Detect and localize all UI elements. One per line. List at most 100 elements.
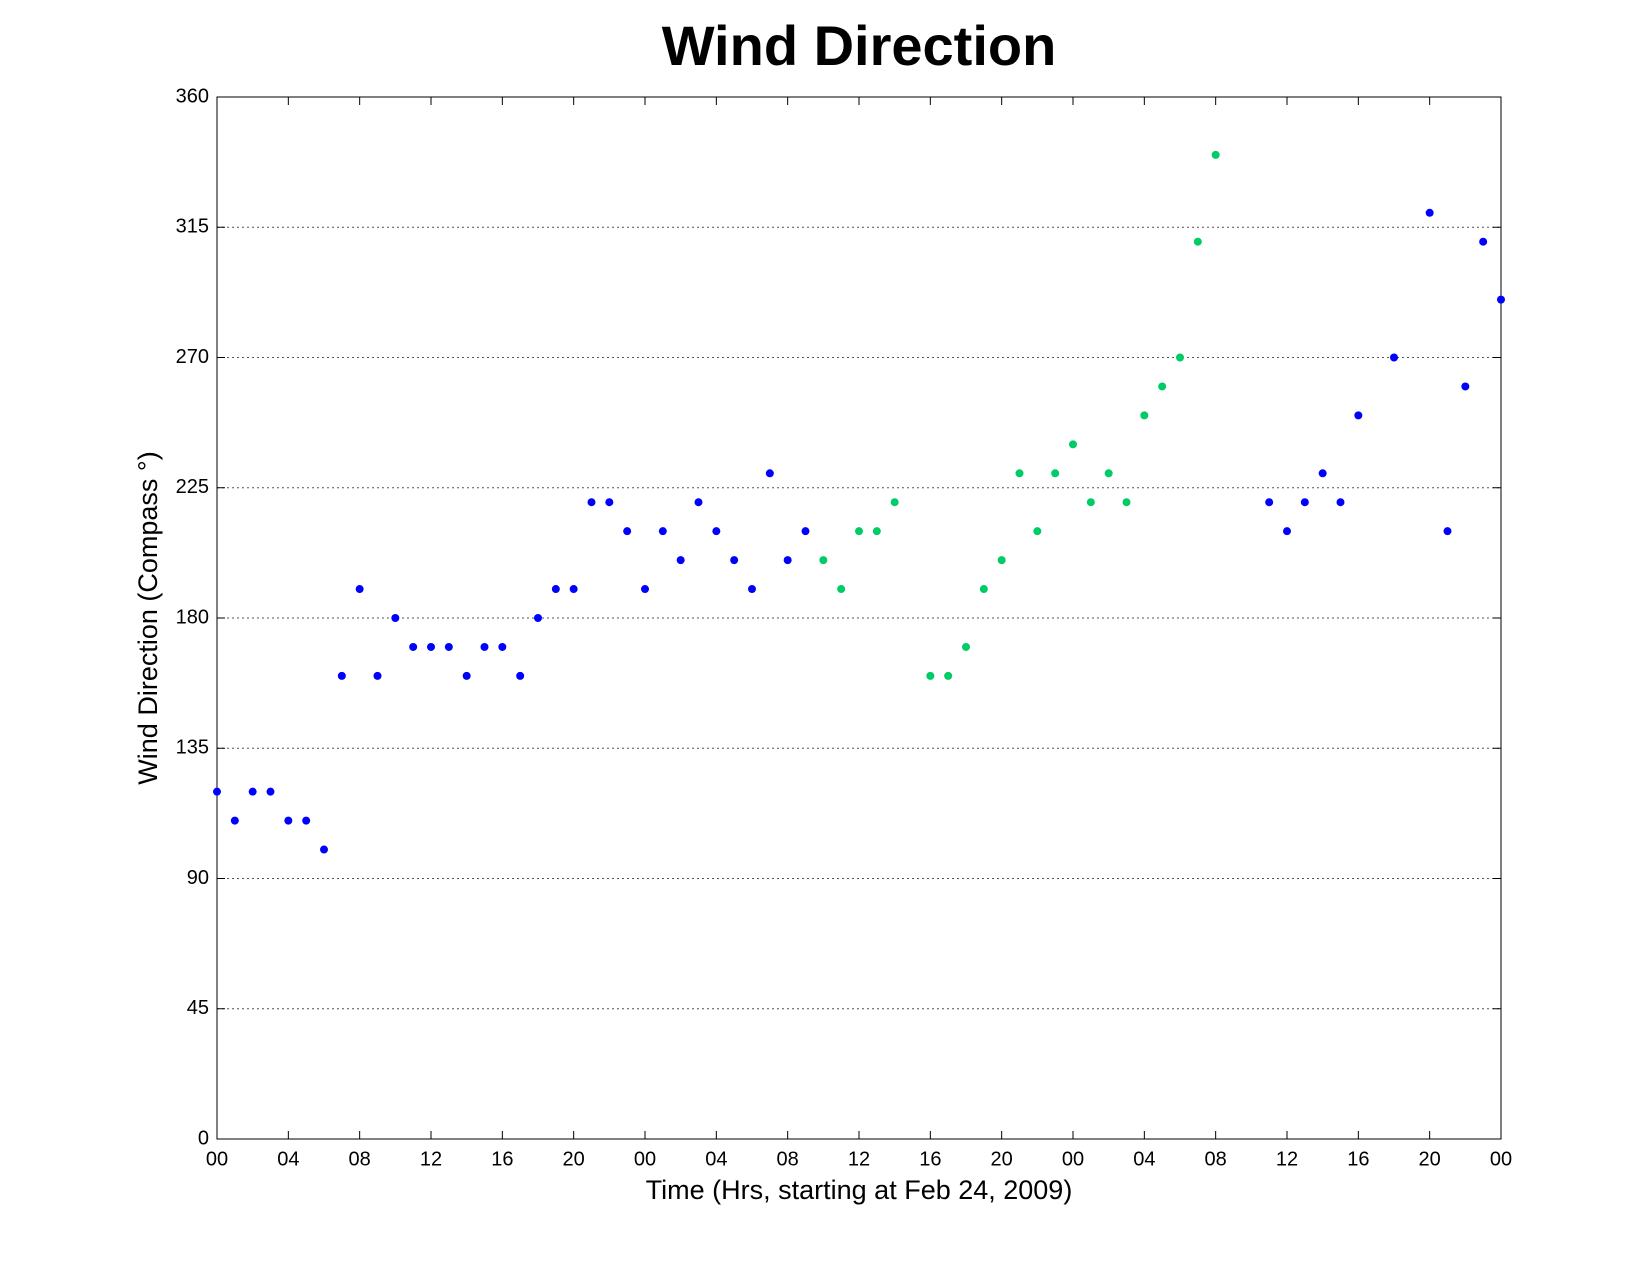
y-tick-label: 360 [176, 85, 209, 107]
point [1336, 498, 1345, 507]
y-axis-label: Wind Direction (Compass °) [133, 451, 163, 784]
point [320, 845, 328, 854]
y-tick-label: 270 [176, 346, 209, 368]
point [730, 556, 739, 565]
point [641, 585, 649, 594]
point [819, 556, 828, 565]
point [266, 787, 275, 796]
point [837, 585, 846, 594]
point [926, 671, 935, 680]
point [1086, 498, 1095, 507]
point [1300, 498, 1309, 507]
point [694, 498, 703, 507]
point [1122, 498, 1131, 507]
point [284, 816, 293, 825]
y-tick-label: 180 [176, 606, 209, 628]
point [1354, 411, 1363, 420]
point [944, 671, 953, 680]
plot-frame [216, 96, 1502, 1140]
point [997, 556, 1006, 565]
point [855, 527, 863, 536]
point [534, 614, 542, 622]
point [230, 816, 239, 825]
x-tick-label: 12 [420, 1148, 442, 1170]
x-tick-label: 08 [777, 1148, 799, 1170]
x-tick-label: 16 [491, 1148, 513, 1170]
point [1461, 382, 1470, 391]
x-tick-label: 00 [1490, 1148, 1512, 1170]
point [1140, 411, 1149, 420]
x-tick-label: 20 [563, 1148, 585, 1170]
point [1211, 150, 1220, 159]
x-tick-label: 04 [277, 1148, 299, 1170]
x-tick-label: 04 [1133, 1148, 1155, 1170]
point [462, 671, 471, 680]
point [587, 498, 596, 507]
point [391, 614, 400, 622]
point [355, 585, 364, 594]
point [1425, 208, 1434, 217]
chart-title: Wind Direction [662, 14, 1057, 77]
point [1497, 295, 1505, 304]
point [783, 556, 792, 565]
y-tick-label: 225 [176, 476, 209, 498]
x-tick-label: 00 [1062, 1148, 1084, 1170]
point [569, 585, 578, 594]
x-tick-label: 00 [206, 1148, 228, 1170]
point [765, 469, 774, 478]
y-tick-label: 45 [187, 997, 209, 1019]
point [1479, 237, 1488, 246]
point [872, 527, 881, 536]
x-tick-label: 16 [1347, 1148, 1369, 1170]
y-tick-label: 0 [198, 1127, 209, 1149]
x-tick-label: 20 [991, 1148, 1013, 1170]
point [337, 671, 346, 680]
x-tick-label: 04 [705, 1148, 727, 1170]
point [623, 527, 632, 536]
point [516, 671, 525, 680]
point [551, 585, 560, 594]
x-tick-label: 00 [634, 1148, 656, 1170]
point [248, 787, 257, 796]
point [1318, 469, 1327, 478]
point [498, 642, 507, 651]
point [1051, 469, 1060, 478]
point [213, 787, 221, 796]
point [748, 585, 756, 594]
x-tick-label: 08 [1205, 1148, 1227, 1170]
point [373, 671, 382, 680]
point [427, 642, 435, 651]
point [1283, 527, 1291, 536]
point [605, 498, 614, 507]
point [1443, 527, 1452, 536]
point [1015, 469, 1024, 478]
x-axis-label: Time (Hrs, starting at Feb 24, 2009) [646, 1175, 1073, 1205]
point [1069, 440, 1077, 449]
point [1104, 469, 1113, 478]
x-tick-label: 08 [349, 1148, 371, 1170]
point [1033, 527, 1042, 536]
point [1193, 237, 1202, 246]
x-tick-label: 20 [1419, 1148, 1441, 1170]
point [712, 527, 721, 536]
point [801, 527, 810, 536]
point [444, 642, 453, 651]
x-tick-label: 12 [848, 1148, 870, 1170]
point [1390, 353, 1398, 362]
point [409, 642, 418, 651]
point [979, 585, 988, 594]
point [1176, 353, 1184, 362]
point [302, 816, 311, 825]
y-tick-label: 135 [176, 737, 209, 759]
point [1158, 382, 1167, 391]
y-tick-label: 315 [176, 216, 209, 238]
x-tick-label: 12 [1276, 1148, 1298, 1170]
point [676, 556, 685, 565]
x-tick-label: 16 [919, 1148, 941, 1170]
point [962, 642, 970, 651]
point [658, 527, 667, 536]
point [480, 642, 489, 651]
point [890, 498, 899, 507]
